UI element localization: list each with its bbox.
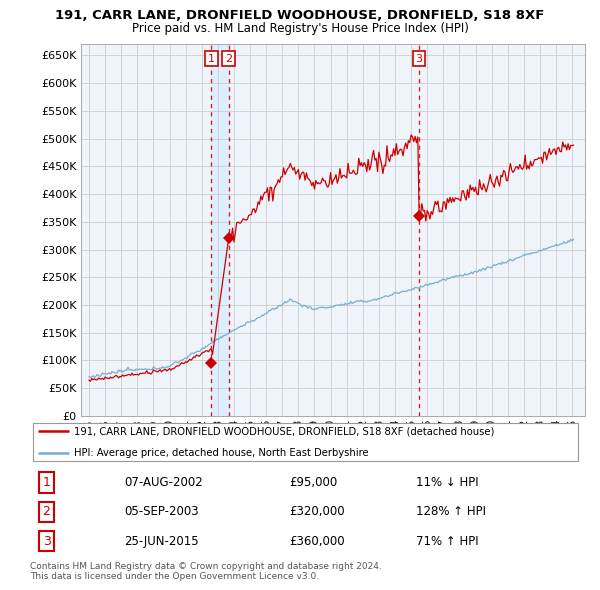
Text: 1: 1	[43, 476, 50, 489]
Text: Contains HM Land Registry data © Crown copyright and database right 2024.: Contains HM Land Registry data © Crown c…	[30, 562, 382, 571]
Text: £360,000: £360,000	[289, 535, 345, 548]
Text: £320,000: £320,000	[289, 505, 345, 519]
Text: 191, CARR LANE, DRONFIELD WOODHOUSE, DRONFIELD, S18 8XF (detached house): 191, CARR LANE, DRONFIELD WOODHOUSE, DRO…	[74, 427, 494, 436]
Text: £95,000: £95,000	[289, 476, 338, 489]
Text: 3: 3	[43, 535, 50, 548]
Text: 71% ↑ HPI: 71% ↑ HPI	[416, 535, 479, 548]
Text: 3: 3	[415, 54, 422, 64]
Text: 1: 1	[208, 54, 215, 64]
FancyBboxPatch shape	[33, 423, 578, 461]
Text: 11% ↓ HPI: 11% ↓ HPI	[416, 476, 479, 489]
Text: 128% ↑ HPI: 128% ↑ HPI	[416, 505, 487, 519]
Text: This data is licensed under the Open Government Licence v3.0.: This data is licensed under the Open Gov…	[30, 572, 319, 581]
Bar	[211, 44, 229, 416]
Text: 191, CARR LANE, DRONFIELD WOODHOUSE, DRONFIELD, S18 8XF: 191, CARR LANE, DRONFIELD WOODHOUSE, DRO…	[55, 9, 545, 22]
Text: 2: 2	[43, 505, 50, 519]
Text: Price paid vs. HM Land Registry's House Price Index (HPI): Price paid vs. HM Land Registry's House …	[131, 22, 469, 35]
Text: 07-AUG-2002: 07-AUG-2002	[124, 476, 203, 489]
Text: 25-JUN-2015: 25-JUN-2015	[124, 535, 199, 548]
Text: HPI: Average price, detached house, North East Derbyshire: HPI: Average price, detached house, Nort…	[74, 448, 369, 457]
Text: 2: 2	[225, 54, 232, 64]
Text: 05-SEP-2003: 05-SEP-2003	[124, 505, 199, 519]
